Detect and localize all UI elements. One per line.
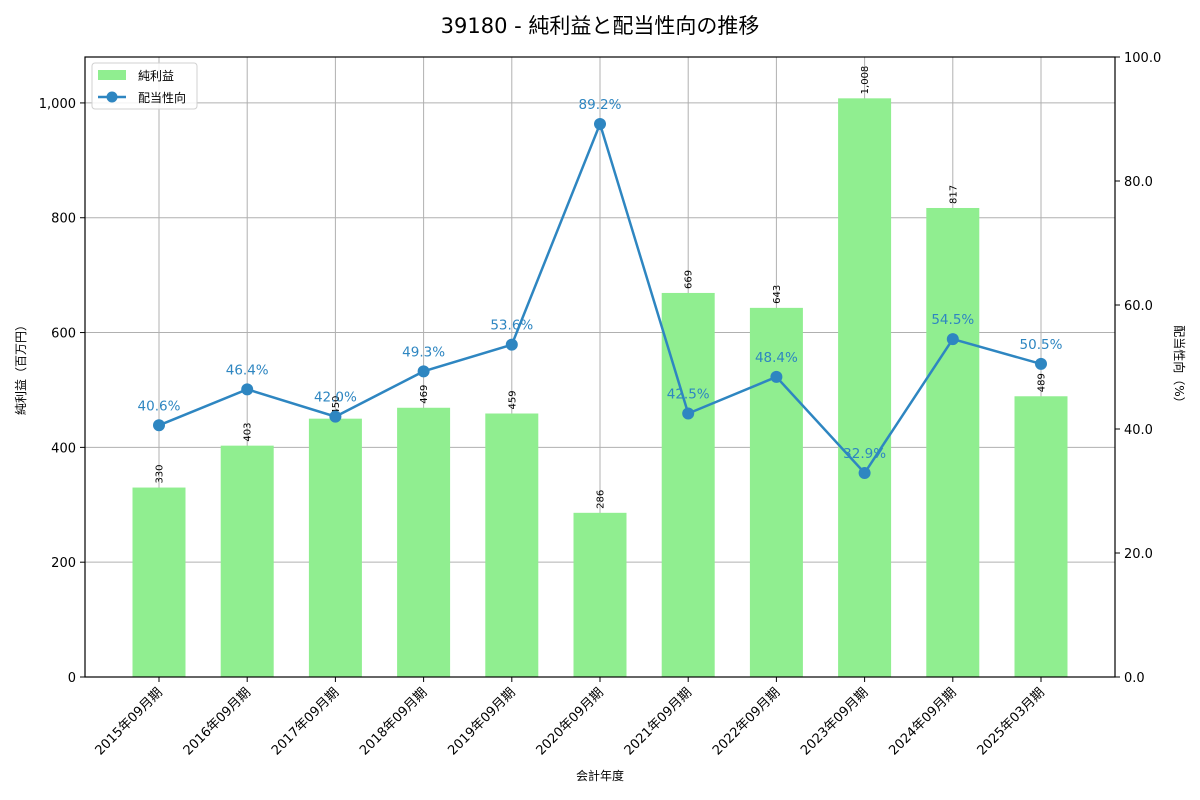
bar-value-label: 330 (155, 464, 166, 483)
line-marker (241, 383, 254, 396)
line-marker (505, 338, 518, 351)
y2-tick-label: 0.0 (1124, 671, 1145, 686)
bar-value-label: 489 (1037, 373, 1048, 392)
bar-value-label: 403 (243, 423, 254, 442)
bar (220, 445, 274, 677)
bar-value-label: 643 (772, 285, 783, 304)
line-value-label: 40.6% (138, 398, 181, 414)
chart-title: 39180 - 純利益と配当性向の推移 (441, 14, 760, 38)
line-value-label: 50.5% (1020, 337, 1063, 353)
x-tick-label: 2022年09月期 (710, 685, 783, 758)
y-axis-label: 純利益（百万円） (14, 319, 28, 415)
bar-value-label: 469 (419, 385, 430, 404)
bar (1014, 396, 1068, 677)
line-marker (858, 467, 871, 480)
legend-line-label: 配当性向 (138, 90, 186, 105)
x-tick-label: 2021年09月期 (622, 685, 695, 758)
y-tick-label: 600 (51, 327, 76, 342)
bar-series: 330 403 450 469 459 286 669 643 1,008 817 489 (132, 66, 1068, 678)
y2-tick-label: 60.0 (1124, 299, 1153, 314)
line-marker (417, 365, 430, 378)
y-tick-label: 200 (51, 556, 76, 571)
line-marker (946, 333, 959, 346)
line-value-label: 89.2% (579, 97, 622, 113)
bar (573, 512, 627, 677)
y2-tick-label: 80.0 (1124, 175, 1153, 190)
legend-bar-swatch (98, 70, 126, 80)
bar (749, 307, 803, 677)
bar-value-label: 286 (596, 490, 607, 509)
x-tick-label: 2016年09月期 (181, 685, 254, 758)
line-marker (1035, 357, 1047, 370)
x-tick-label: 2024年09月期 (886, 685, 959, 758)
bar-value-label: 817 (948, 185, 959, 204)
bar (397, 407, 451, 677)
y-tick-label: 0 (68, 671, 76, 686)
x-tick-label: 2020年09月期 (534, 685, 607, 758)
line-marker (594, 117, 606, 130)
y-tick-label: 800 (51, 212, 76, 227)
y2-tick-label: 20.0 (1124, 547, 1153, 562)
line-series: 40.6% 46.4% 42.0% 49.3% 53.6% 89.2% 42.5% 48.4%… (138, 97, 1063, 480)
x-tick-label: 2015年09月期 (93, 685, 166, 758)
line-value-label: 54.5% (931, 312, 974, 328)
bar (485, 413, 539, 677)
line-value-label: 48.4% (755, 350, 798, 366)
x-tick-label: 2025年03月期 (975, 685, 1048, 758)
line-marker (153, 419, 165, 432)
x-tick-label: 2017年09月期 (269, 685, 342, 758)
line-marker (329, 410, 342, 423)
x-tick-label: 2019年09月期 (445, 685, 518, 758)
y2-axis-label: 配当性向（%） (1172, 325, 1187, 408)
bar (838, 98, 892, 678)
legend-line-marker (106, 91, 118, 103)
line-value-label: 49.3% (402, 344, 445, 360)
bar (926, 207, 980, 677)
bar-value-label: 450 (331, 396, 342, 415)
y-tick-label: 1,000 (39, 97, 76, 112)
bar (132, 487, 186, 677)
bar-value-label: 1,008 (860, 66, 871, 95)
line-marker (770, 370, 783, 383)
x-axis-label: 会計年度 (576, 768, 624, 783)
bar (308, 418, 362, 677)
y-tick-label: 400 (51, 441, 76, 456)
bar-value-label: 459 (507, 390, 518, 409)
bar-value-label: 669 (684, 270, 695, 289)
line-value-label: 32.9% (843, 446, 886, 462)
legend-bar-label: 純利益 (138, 69, 174, 83)
x-tick-label: 2023年09月期 (798, 685, 871, 758)
line-value-label: 42.0% (314, 390, 357, 406)
line-value-label: 42.5% (667, 387, 710, 403)
line-value-label: 53.6% (490, 318, 533, 334)
y2-tick-label: 100.0 (1124, 51, 1161, 66)
y2-tick-label: 40.0 (1124, 423, 1153, 438)
line-marker (682, 407, 695, 420)
x-tick-label: 2018年09月期 (357, 685, 430, 758)
line-value-label: 46.4% (226, 362, 269, 378)
